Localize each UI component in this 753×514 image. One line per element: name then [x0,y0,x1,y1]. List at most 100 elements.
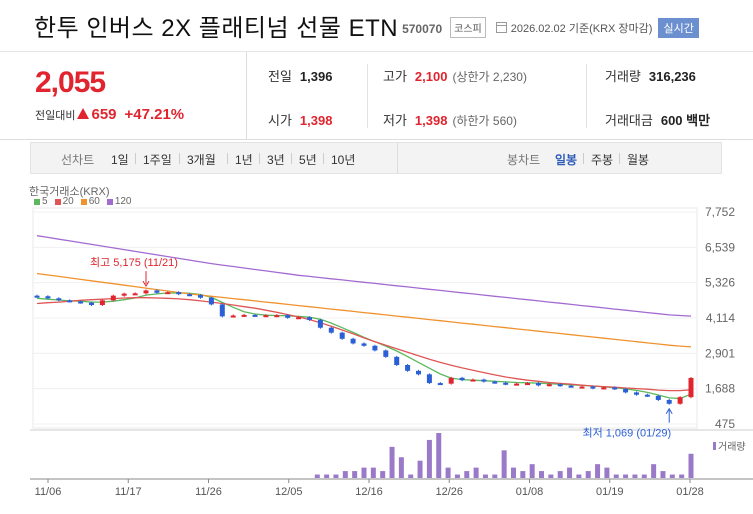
volume-bar [576,474,582,478]
tab-separator [291,153,292,164]
y-tick-label: 5,326 [705,276,735,290]
volume-bar [370,467,376,478]
tab-candle-chart[interactable]: 봉차트 [507,153,541,167]
candle-body [416,370,421,375]
candle-body [459,377,465,381]
candle-body [121,293,127,296]
tab-monthly[interactable]: 월봉 [627,153,650,167]
stat-value: 316,236 [648,69,696,84]
volume-bar [651,464,657,478]
high-annotation: 최고 5,175 (11/21) [90,256,178,269]
tab-separator [135,153,136,164]
tab-period-10y[interactable]: 10년 [331,153,356,167]
legend-ma60: 60 [80,196,100,207]
tab-line-chart[interactable]: 선차트 [61,153,95,167]
stock-code: 570070 [402,21,443,36]
tab-period-5y[interactable]: 5년 [299,153,317,167]
candle-body [252,314,258,317]
tab-period-1d[interactable]: 1일 [111,153,129,167]
volume-bar [641,474,647,478]
candle-body [328,327,334,333]
candle-body [579,386,585,389]
volume-legend: 거래량 [713,438,746,453]
volume-bar [314,474,320,478]
candle-body [187,294,193,297]
candle-body [230,315,236,318]
tab-separator [179,153,180,164]
candle-body [350,338,356,344]
title-bar: 한투 인버스 2X 플래티넘 선물 ETN 570070 코스피 2026.02… [0,0,753,52]
stat-sub: (하한가 560) [452,114,517,128]
tab-period-3y[interactable]: 3년 [267,153,285,167]
candle-body [143,290,149,294]
volume-bar [557,471,563,478]
ma-line-ma20 [36,297,692,392]
y-tick-label: 2,901 [705,346,735,360]
up-triangle-icon [77,108,90,119]
change-percent: +47.21% [124,106,185,123]
x-tick-label: 01/19 [596,486,624,498]
candle-body [394,356,400,366]
tab-separator [583,153,584,164]
stat-volume: 거래량 316,236 [605,66,696,85]
legend-swatch [80,198,87,205]
candle-body [339,332,345,339]
price-box: 2,055 전일대비 659 +47.21% [0,52,247,140]
tab-separator [323,153,324,164]
x-tick-label: 11/17 [115,486,142,498]
stat-value: 2,100 [414,69,448,84]
candle-body [132,293,138,296]
volume-bar [520,471,526,478]
candle-body [666,399,672,404]
stat-prev-close: 전일 1,396 [268,66,332,85]
volume-bar [333,474,339,478]
x-tick-label: 12/26 [435,486,463,498]
candle-body [481,379,487,382]
tab-daily[interactable]: 일봉 [555,153,578,167]
candle-body [241,314,247,317]
volume-bar [510,467,516,478]
candle-body [176,292,182,295]
candle-body [274,315,280,318]
candle-body [219,304,225,317]
candle-body [208,297,214,305]
candle-body [56,298,62,301]
tab-period-1y[interactable]: 1년 [235,153,253,167]
change-value: 659 [91,106,117,123]
candle-body [426,374,432,384]
stat-high: 고가 2,100 (상한가 2,230) [383,66,527,85]
candle-body [307,317,312,320]
divider [367,64,368,128]
volume-bar [688,453,694,478]
stat-low: 저가 1,398 (하한가 560) [383,110,517,129]
legend-label: 5 [42,196,48,207]
volume-bar [613,474,619,478]
realtime-button[interactable]: 실시간 [658,17,699,38]
page-title: 한투 인버스 2X 플래티넘 선물 ETN [34,15,399,42]
tab-weekly[interactable]: 주봉 [591,153,614,167]
candle-body [78,301,84,304]
tab-period-3m[interactable]: 3개월 [187,153,216,167]
chart-source-label: 한국거래소(KRX) [29,186,110,198]
volume-bar [539,471,545,478]
quote-panel: 2,055 전일대비 659 +47.21% 전일 1,396 시가 1,398… [0,52,753,140]
volume-bar [324,474,330,478]
candle-body [590,386,596,389]
tab-period-1w[interactable]: 1주일 [143,153,172,167]
y-tick-label: 6,539 [705,240,735,254]
volume-bar [529,464,535,478]
candle-body [263,315,269,318]
candle-body [372,345,378,351]
volume-bar [669,474,675,478]
low-annotation: 최저 1,069 (01/29) [582,427,671,440]
ma-line-ma60 [36,272,692,348]
y-tick-label: 475 [715,417,735,431]
x-tick-label: 01/28 [676,486,704,498]
candle-body [644,394,650,397]
stat-label: 고가 [383,69,407,84]
candle-body [89,302,94,305]
candle-body [623,388,629,393]
x-tick-label: 12/16 [355,486,383,498]
volume-bar [595,464,601,478]
